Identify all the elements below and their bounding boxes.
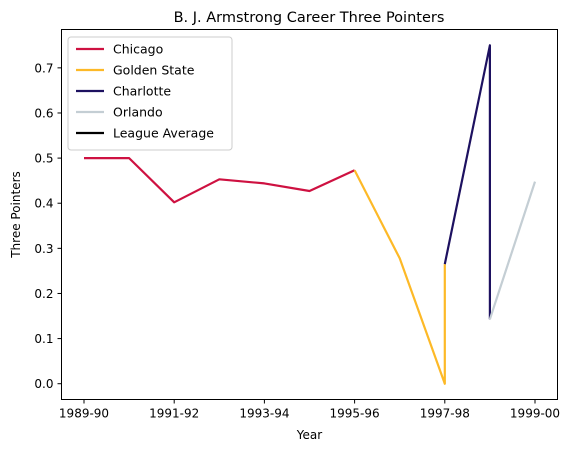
x-axis-title: Year — [296, 428, 322, 442]
legend-label: Orlando — [113, 105, 163, 120]
y-tick-label: 0.7 — [34, 61, 53, 75]
series-line-chicago — [84, 157, 356, 204]
legend-box — [67, 36, 233, 151]
series-line-charlotte — [443, 44, 491, 320]
y-tick-label: 0.1 — [34, 332, 53, 346]
x-tick-label: 1997-98 — [420, 407, 470, 421]
x-tick-label: 1999-00 — [510, 407, 560, 421]
y-tick-label: 0.3 — [34, 242, 53, 256]
y-axis-title: Three Pointers — [9, 171, 23, 259]
legend-label: Golden State — [113, 63, 195, 78]
chart-title: B. J. Armstrong Career Three Pointers — [174, 10, 445, 26]
y-tick-label: 0.0 — [34, 377, 53, 391]
y-tick-label: 0.4 — [34, 197, 53, 211]
legend-label: Chicago — [113, 42, 163, 57]
y-tick-label: 0.5 — [34, 152, 53, 166]
y-tick-label: 0.2 — [34, 287, 53, 301]
series-line-orlando — [488, 181, 537, 320]
plot-frame — [61, 29, 558, 400]
plot-area — [84, 44, 537, 385]
x-tick-label: 1993-94 — [239, 407, 289, 421]
legend: Chicago Golden State Charlotte Orlando Leagu… — [67, 36, 233, 151]
legend-label: Charlotte — [113, 84, 171, 99]
y-tick-label: 0.6 — [34, 106, 53, 120]
x-axis: 1989-90 1991-92 1993-94 1995-96 1997-98 1999-… — [59, 399, 560, 421]
x-tick-label: 1995-96 — [330, 407, 380, 421]
y-axis: 0.0 0.1 0.2 0.3 0.4 0.5 0.6 0.7 — [34, 61, 62, 391]
series-line-golden-state — [353, 169, 446, 385]
x-tick-label: 1989-90 — [59, 407, 109, 421]
x-tick-label: 1991-92 — [149, 407, 199, 421]
legend-label: League Average — [113, 126, 214, 141]
